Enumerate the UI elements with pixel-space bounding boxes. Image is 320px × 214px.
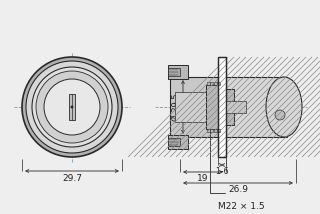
Bar — [207, 82, 210, 85]
Bar — [214, 82, 217, 85]
Ellipse shape — [266, 77, 302, 137]
Bar — [218, 57, 226, 157]
Bar — [175, 92, 218, 122]
Text: M22 × 1.5: M22 × 1.5 — [218, 202, 265, 211]
Circle shape — [275, 110, 285, 120]
Bar — [214, 129, 217, 132]
Bar — [170, 77, 218, 137]
Circle shape — [32, 67, 112, 147]
Bar — [168, 68, 180, 76]
Text: 26.9: 26.9 — [228, 185, 248, 194]
Text: Ø 29.5: Ø 29.5 — [172, 93, 181, 121]
Bar — [226, 101, 246, 113]
Bar — [217, 82, 220, 85]
Bar — [226, 77, 287, 137]
Bar — [168, 135, 188, 149]
Text: 1–6: 1–6 — [215, 167, 229, 176]
Circle shape — [70, 106, 74, 108]
Bar — [210, 82, 213, 85]
Bar — [217, 129, 220, 132]
Circle shape — [36, 71, 108, 143]
Text: 19: 19 — [197, 174, 209, 183]
Bar — [206, 85, 218, 129]
Bar — [168, 138, 180, 146]
Bar — [207, 129, 210, 132]
Circle shape — [44, 79, 100, 135]
Circle shape — [26, 61, 118, 153]
Circle shape — [22, 57, 122, 157]
Bar — [226, 89, 234, 125]
Bar — [69, 94, 75, 120]
Bar — [218, 57, 226, 157]
Text: 29.7: 29.7 — [62, 174, 82, 183]
Bar — [210, 129, 213, 132]
Bar — [168, 65, 188, 79]
